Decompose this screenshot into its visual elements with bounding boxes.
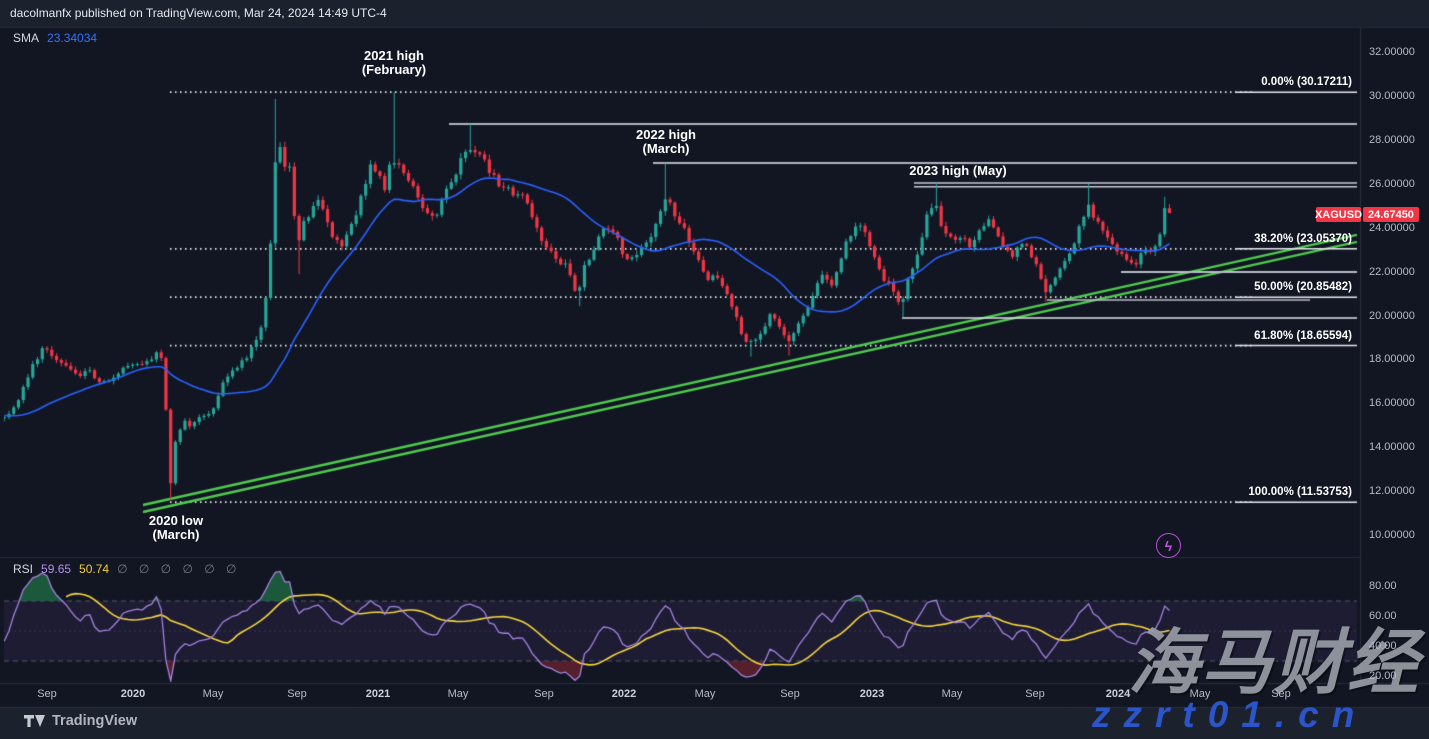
time-axis-label: Sep [287, 688, 307, 700]
time-axis-label: 2020 [120, 688, 146, 700]
time-axis-label: Sep [37, 688, 57, 700]
price-axis-label: 20.00000 [1369, 310, 1415, 322]
price-axis-label: 16.00000 [1369, 397, 1415, 409]
rsi-axis-label: 80.00 [1369, 580, 1397, 592]
price-annotation: 2023 high (May) [909, 163, 1007, 178]
time-axis-label: May [447, 688, 469, 700]
price-axis-label: 18.00000 [1369, 353, 1415, 365]
time-axis-label: May [941, 688, 963, 700]
price-axis-label: 28.00000 [1369, 134, 1415, 146]
rsi-ma-legend-value: 50.74 [79, 562, 110, 576]
tradingview-logo-icon [24, 715, 45, 727]
time-axis-label: Sep [1271, 688, 1291, 700]
time-axis-label: 2024 [1105, 688, 1131, 700]
watermark-cn: 海马财经 [1128, 624, 1421, 703]
price-axis-label: 24.00000 [1369, 222, 1415, 234]
fib-level-label: 0.00% (30.17211) [1261, 76, 1352, 89]
time-axis-label: Sep [534, 688, 554, 700]
price-axis-label: 32.00000 [1369, 46, 1415, 58]
price-axis-label: 26.00000 [1369, 178, 1415, 190]
price-annotation: 2021 high (February) [361, 48, 427, 77]
sma-legend-title: SMA [13, 31, 40, 45]
boost-button[interactable]: ϟ [1156, 533, 1181, 558]
price-annotation: 2022 high (March) [636, 127, 696, 156]
rsi-legend: RSI 59.65 50.74 ∅ ∅ ∅ ∅ ∅ ∅ [13, 562, 240, 576]
price-axis-label: 14.00000 [1369, 441, 1415, 453]
time-axis-label: Sep [780, 688, 800, 700]
rsi-legend-title: RSI [13, 562, 34, 576]
time-axis-label: May [1189, 688, 1211, 700]
rsi-legend-value: 59.65 [41, 562, 72, 576]
price-annotation: 2020 low (March) [148, 513, 204, 542]
sma-legend: SMA 23.34034 [13, 31, 97, 45]
time-axis-label: 2021 [365, 688, 391, 700]
publish-info: dacolmanfx published on TradingView.com,… [10, 6, 387, 20]
rsi-axis-label: 40.00 [1369, 640, 1397, 652]
watermark-url: zzrt01.cn [1092, 694, 1368, 735]
rsi-empty-params: ∅ ∅ ∅ ∅ ∅ ∅ [117, 562, 241, 576]
fib-level-label: 50.00% (20.85482) [1254, 281, 1352, 294]
symbol-tag: XAGUSD [1314, 207, 1363, 222]
time-axis-label: 2022 [611, 688, 637, 700]
sma-legend-value: 23.34034 [47, 31, 98, 45]
time-axis-label: May [202, 688, 224, 700]
time-axis-label: May [694, 688, 716, 700]
fib-level-label: 100.00% (11.53753) [1248, 486, 1352, 499]
price-axis-label: 12.00000 [1369, 485, 1415, 497]
rsi-axis-label: 60.00 [1369, 610, 1397, 622]
time-axis-label: Sep [1025, 688, 1045, 700]
price-axis-label: 22.00000 [1369, 266, 1415, 278]
fib-level-label: 38.20% (23.05370) [1254, 232, 1352, 245]
price-axis-label: 30.00000 [1369, 90, 1415, 102]
rsi-axis-label: 20.00 [1369, 670, 1397, 682]
tradingview-logo[interactable]: TradingView [24, 713, 137, 729]
tradingview-logo-text: TradingView [52, 713, 138, 729]
price-axis-label: 10.00000 [1369, 529, 1415, 541]
time-axis-label: 2023 [859, 688, 885, 700]
lightning-icon: ϟ [1164, 537, 1173, 554]
last-price-tag: 24.67450 [1363, 207, 1419, 222]
fib-level-label: 61.80% (18.65594) [1254, 329, 1352, 342]
